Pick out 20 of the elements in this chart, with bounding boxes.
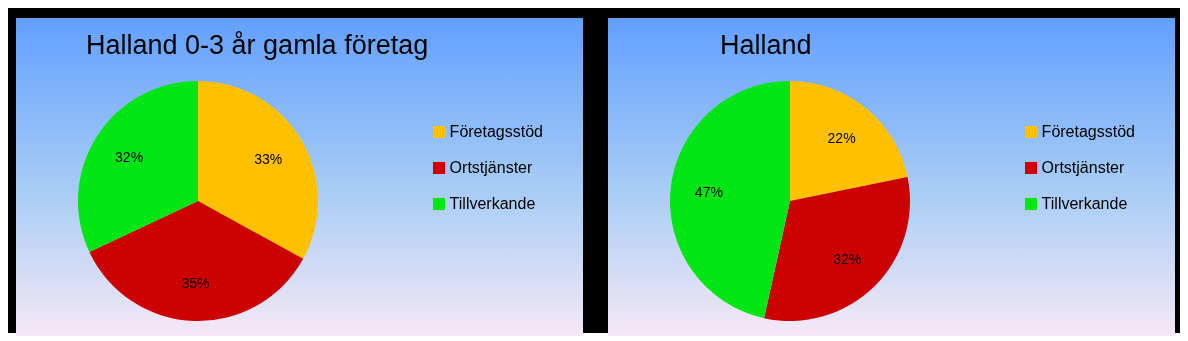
pie-slice: [764, 176, 910, 321]
chart-title: Halland 0-3 år gamla företag: [86, 30, 429, 61]
data-label: 32%: [833, 251, 862, 268]
legend-label: Tillverkande: [1041, 194, 1128, 214]
legend-label: Företagsstöd: [449, 122, 543, 142]
legend-label: Ortstjänster: [449, 158, 533, 178]
data-label: 32%: [115, 149, 144, 166]
legend-label: Företagsstöd: [1041, 122, 1135, 142]
legend-label: Ortstjänster: [1041, 158, 1125, 178]
chart-title: Halland: [720, 30, 812, 61]
data-label: 47%: [694, 184, 723, 201]
data-label: 22%: [827, 129, 856, 146]
data-label: 33%: [254, 151, 283, 168]
pie-slice: [198, 81, 318, 259]
pie-slice: [78, 81, 198, 253]
legend-label: Tillverkande: [449, 194, 536, 214]
pie-slice: [670, 81, 790, 319]
pie-slice: [790, 81, 908, 201]
pie-slice: [89, 201, 304, 321]
data-label: 35%: [181, 274, 210, 291]
